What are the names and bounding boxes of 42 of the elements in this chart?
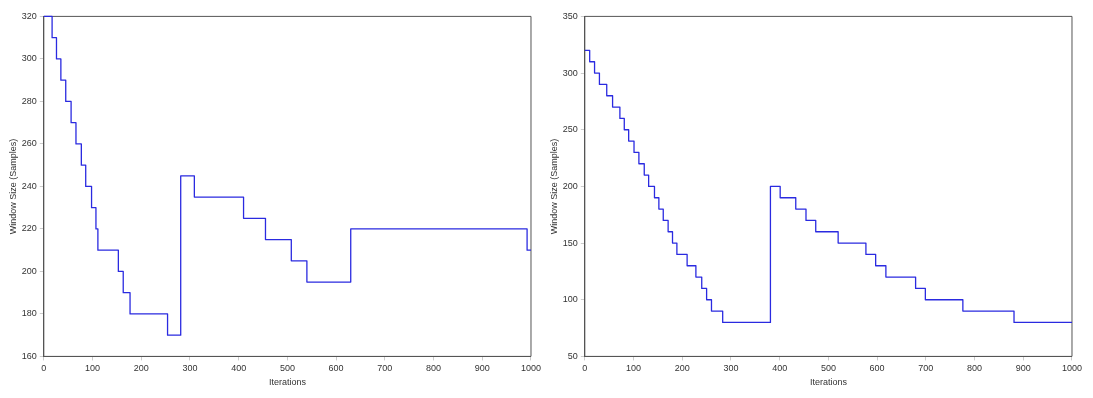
- x-tick-label: 900: [1015, 363, 1031, 374]
- y-tick-label: 160: [21, 350, 37, 361]
- x-tick-label: 600: [869, 363, 885, 374]
- x-tick-label: 300: [723, 363, 739, 374]
- x-tick-label: 600: [328, 363, 344, 374]
- x-axis-title: Iterations: [268, 377, 307, 388]
- x-tick-label: 200: [674, 363, 690, 374]
- y-tick-label: 200: [562, 180, 578, 191]
- x-tick-label: 700: [377, 363, 393, 374]
- y-tick-label: 200: [21, 265, 37, 276]
- x-tick-label: 100: [85, 363, 101, 374]
- x-axis-title: Iterations: [809, 377, 848, 388]
- x-tick-label: 1000: [520, 363, 541, 374]
- x-tick-label: 200: [133, 363, 149, 374]
- x-tick-label: 900: [474, 363, 490, 374]
- x-tick-label: 800: [967, 363, 983, 374]
- x-tick-label: 700: [918, 363, 934, 374]
- y-tick-label: 150: [562, 237, 578, 248]
- y-tick-label: 300: [21, 53, 37, 64]
- x-tick-label: 0: [41, 363, 47, 374]
- x-tick-label: 500: [820, 363, 836, 374]
- y-tick-label: 220: [21, 223, 37, 234]
- y-axis-title: Window Size (Samples): [548, 138, 559, 235]
- x-tick-label: 800: [426, 363, 442, 374]
- x-tick-label: 1000: [1061, 363, 1082, 374]
- y-tick-label: 250: [562, 124, 578, 135]
- x-tick-label: 500: [279, 363, 295, 374]
- y-tick-label: 50: [567, 350, 578, 361]
- x-tick-label: 400: [231, 363, 247, 374]
- y-axis-title: Window Size (Samples): [7, 138, 18, 235]
- x-tick-label: 0: [582, 363, 588, 374]
- y-tick-label: 280: [21, 95, 37, 106]
- y-tick-label: 100: [562, 294, 578, 305]
- x-tick-label: 300: [182, 363, 198, 374]
- y-tick-label: 320: [21, 10, 37, 21]
- y-tick-label: 300: [562, 67, 578, 78]
- x-tick-label: 100: [626, 363, 642, 374]
- x-tick-label: 400: [772, 363, 788, 374]
- y-tick-label: 180: [21, 308, 37, 319]
- y-tick-label: 350: [562, 10, 578, 21]
- y-tick-label: 260: [21, 138, 37, 149]
- y-tick-label: 240: [21, 180, 37, 191]
